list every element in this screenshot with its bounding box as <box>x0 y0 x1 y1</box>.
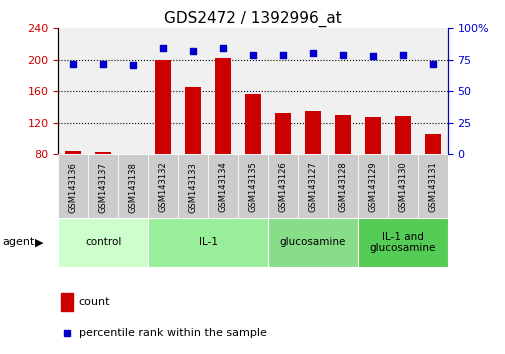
Point <box>428 61 436 66</box>
Bar <box>268 154 297 218</box>
Point <box>189 48 197 54</box>
Bar <box>95 152 111 154</box>
Text: GSM143133: GSM143133 <box>188 162 197 212</box>
Bar <box>118 154 148 218</box>
Bar <box>244 94 261 154</box>
Text: percentile rank within the sample: percentile rank within the sample <box>78 327 266 338</box>
Bar <box>304 111 321 154</box>
Bar <box>394 116 410 154</box>
Text: GSM143132: GSM143132 <box>158 162 167 212</box>
Text: agent: agent <box>3 238 35 247</box>
Bar <box>334 115 350 154</box>
Bar <box>357 154 387 218</box>
Bar <box>327 154 357 218</box>
Bar <box>155 60 171 154</box>
Point <box>338 52 346 58</box>
Point <box>129 62 137 68</box>
Point <box>69 61 77 66</box>
Text: GSM143137: GSM143137 <box>98 162 108 212</box>
Point <box>398 52 406 58</box>
Text: ▶: ▶ <box>35 238 43 247</box>
Point <box>278 52 286 58</box>
Text: IL-1 and
glucosamine: IL-1 and glucosamine <box>369 232 435 253</box>
Text: GSM143129: GSM143129 <box>368 162 377 212</box>
Point <box>308 51 316 56</box>
Bar <box>65 151 81 154</box>
Bar <box>58 154 88 218</box>
Text: GSM143130: GSM143130 <box>397 162 407 212</box>
Bar <box>274 113 291 154</box>
Bar <box>214 58 231 154</box>
Bar <box>148 154 178 218</box>
Point <box>272 154 280 159</box>
Text: GDS2472 / 1392996_at: GDS2472 / 1392996_at <box>164 11 341 27</box>
Point <box>99 61 107 66</box>
Text: GSM143138: GSM143138 <box>128 162 137 212</box>
Point <box>368 53 376 59</box>
Bar <box>237 154 268 218</box>
Text: GSM143126: GSM143126 <box>278 162 287 212</box>
Text: GSM143127: GSM143127 <box>308 162 317 212</box>
Text: control: control <box>85 238 121 247</box>
Text: GSM143136: GSM143136 <box>69 162 78 212</box>
Bar <box>424 135 440 154</box>
Point <box>219 46 227 51</box>
Bar <box>268 218 357 267</box>
Bar <box>364 117 380 154</box>
Bar <box>148 218 268 267</box>
Bar <box>297 154 327 218</box>
Text: count: count <box>78 297 110 307</box>
Bar <box>88 154 118 218</box>
Bar <box>417 154 447 218</box>
Bar <box>357 218 447 267</box>
Bar <box>208 154 237 218</box>
Text: GSM143135: GSM143135 <box>248 162 257 212</box>
Point <box>248 52 257 58</box>
Text: GSM143128: GSM143128 <box>338 162 347 212</box>
Bar <box>58 218 148 267</box>
Text: GSM143131: GSM143131 <box>427 162 436 212</box>
Bar <box>178 154 208 218</box>
Point <box>159 46 167 51</box>
Bar <box>184 87 201 154</box>
Bar <box>387 154 417 218</box>
Bar <box>61 293 73 311</box>
Text: glucosamine: glucosamine <box>279 238 345 247</box>
Text: IL-1: IL-1 <box>198 238 217 247</box>
Text: GSM143134: GSM143134 <box>218 162 227 212</box>
